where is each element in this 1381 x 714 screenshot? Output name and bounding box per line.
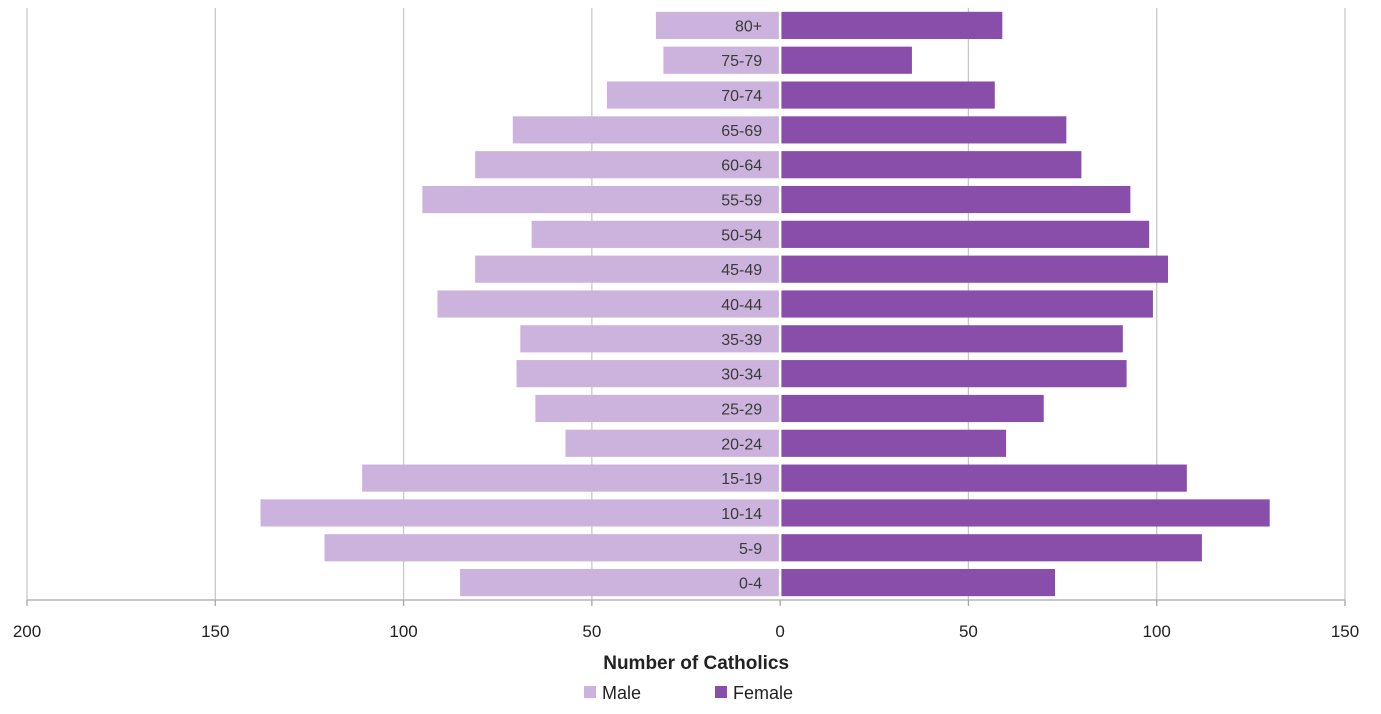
bar-male (475, 255, 781, 283)
bar-female (780, 46, 912, 74)
bar-female (780, 255, 1169, 283)
legend: Male Female (584, 683, 793, 703)
x-tick-label: 200 (13, 622, 41, 641)
category-label: 80+ (735, 18, 762, 35)
category-label: 5-9 (739, 541, 762, 558)
category-label: 0-4 (739, 576, 762, 593)
bar-male (663, 46, 781, 74)
bar-female (780, 151, 1082, 179)
category-labels: 0-4 5-9 10-14 15-19 20-24 25-29 30-34 35-39 40-4… (721, 18, 762, 592)
category-label: 65-69 (721, 123, 762, 140)
category-label: 10-14 (721, 506, 762, 523)
category-label: 20-24 (721, 436, 762, 453)
bar-male (516, 360, 781, 388)
bar-female (780, 81, 995, 109)
bar-female (780, 11, 1003, 39)
bar-female (780, 325, 1123, 353)
bar-female (780, 464, 1187, 492)
bars (260, 8, 1270, 600)
bar-male (606, 81, 781, 109)
category-label: 55-59 (721, 193, 762, 210)
category-label: 35-39 (721, 332, 762, 349)
bar-male (512, 116, 781, 144)
bar-female (780, 360, 1127, 388)
bar-male (437, 290, 781, 318)
bar-male (655, 11, 781, 39)
bar-female (780, 116, 1067, 144)
bar-male (535, 394, 781, 423)
bar-male (324, 534, 781, 562)
x-tick-label: 150 (201, 622, 229, 641)
x-tick-label: 50 (582, 622, 601, 641)
x-axis-title: Number of Catholics (603, 653, 789, 674)
bar-male (565, 429, 781, 457)
category-label: 60-64 (721, 158, 762, 175)
bar-male (260, 499, 781, 527)
category-label: 75-79 (721, 53, 762, 70)
category-label: 45-49 (721, 262, 762, 279)
bar-male (362, 464, 781, 492)
bar-female (780, 499, 1270, 527)
legend-swatch-female (715, 686, 727, 698)
bar-female (780, 534, 1202, 562)
bar-male (475, 151, 781, 179)
x-tick-label: 150 (1331, 622, 1359, 641)
category-label: 30-34 (721, 367, 762, 384)
bar-male (422, 185, 781, 214)
x-tick-label: 100 (1143, 622, 1171, 641)
x-tick-label: 50 (959, 622, 978, 641)
category-label: 50-54 (721, 227, 762, 244)
bar-female (780, 569, 1056, 597)
bar-male (531, 220, 781, 248)
bar-male (520, 325, 781, 353)
x-tick-label: 0 (775, 622, 784, 641)
bar-female (780, 394, 1044, 423)
category-label: 70-74 (721, 88, 762, 105)
bar-female (780, 429, 1007, 457)
category-label: 40-44 (721, 297, 762, 314)
legend-label-female: Female (733, 683, 793, 703)
bar-female (780, 220, 1150, 248)
category-label: 15-19 (721, 471, 762, 488)
x-axis: 200 150 100 50 0 50 100 150 (13, 599, 1359, 641)
x-tick-label: 100 (389, 622, 417, 641)
legend-label-male: Male (602, 683, 641, 703)
legend-swatch-male (584, 686, 596, 698)
category-label: 25-29 (721, 401, 762, 418)
bar-male (460, 569, 781, 597)
bar-female (780, 290, 1153, 318)
bar-female (780, 185, 1131, 214)
